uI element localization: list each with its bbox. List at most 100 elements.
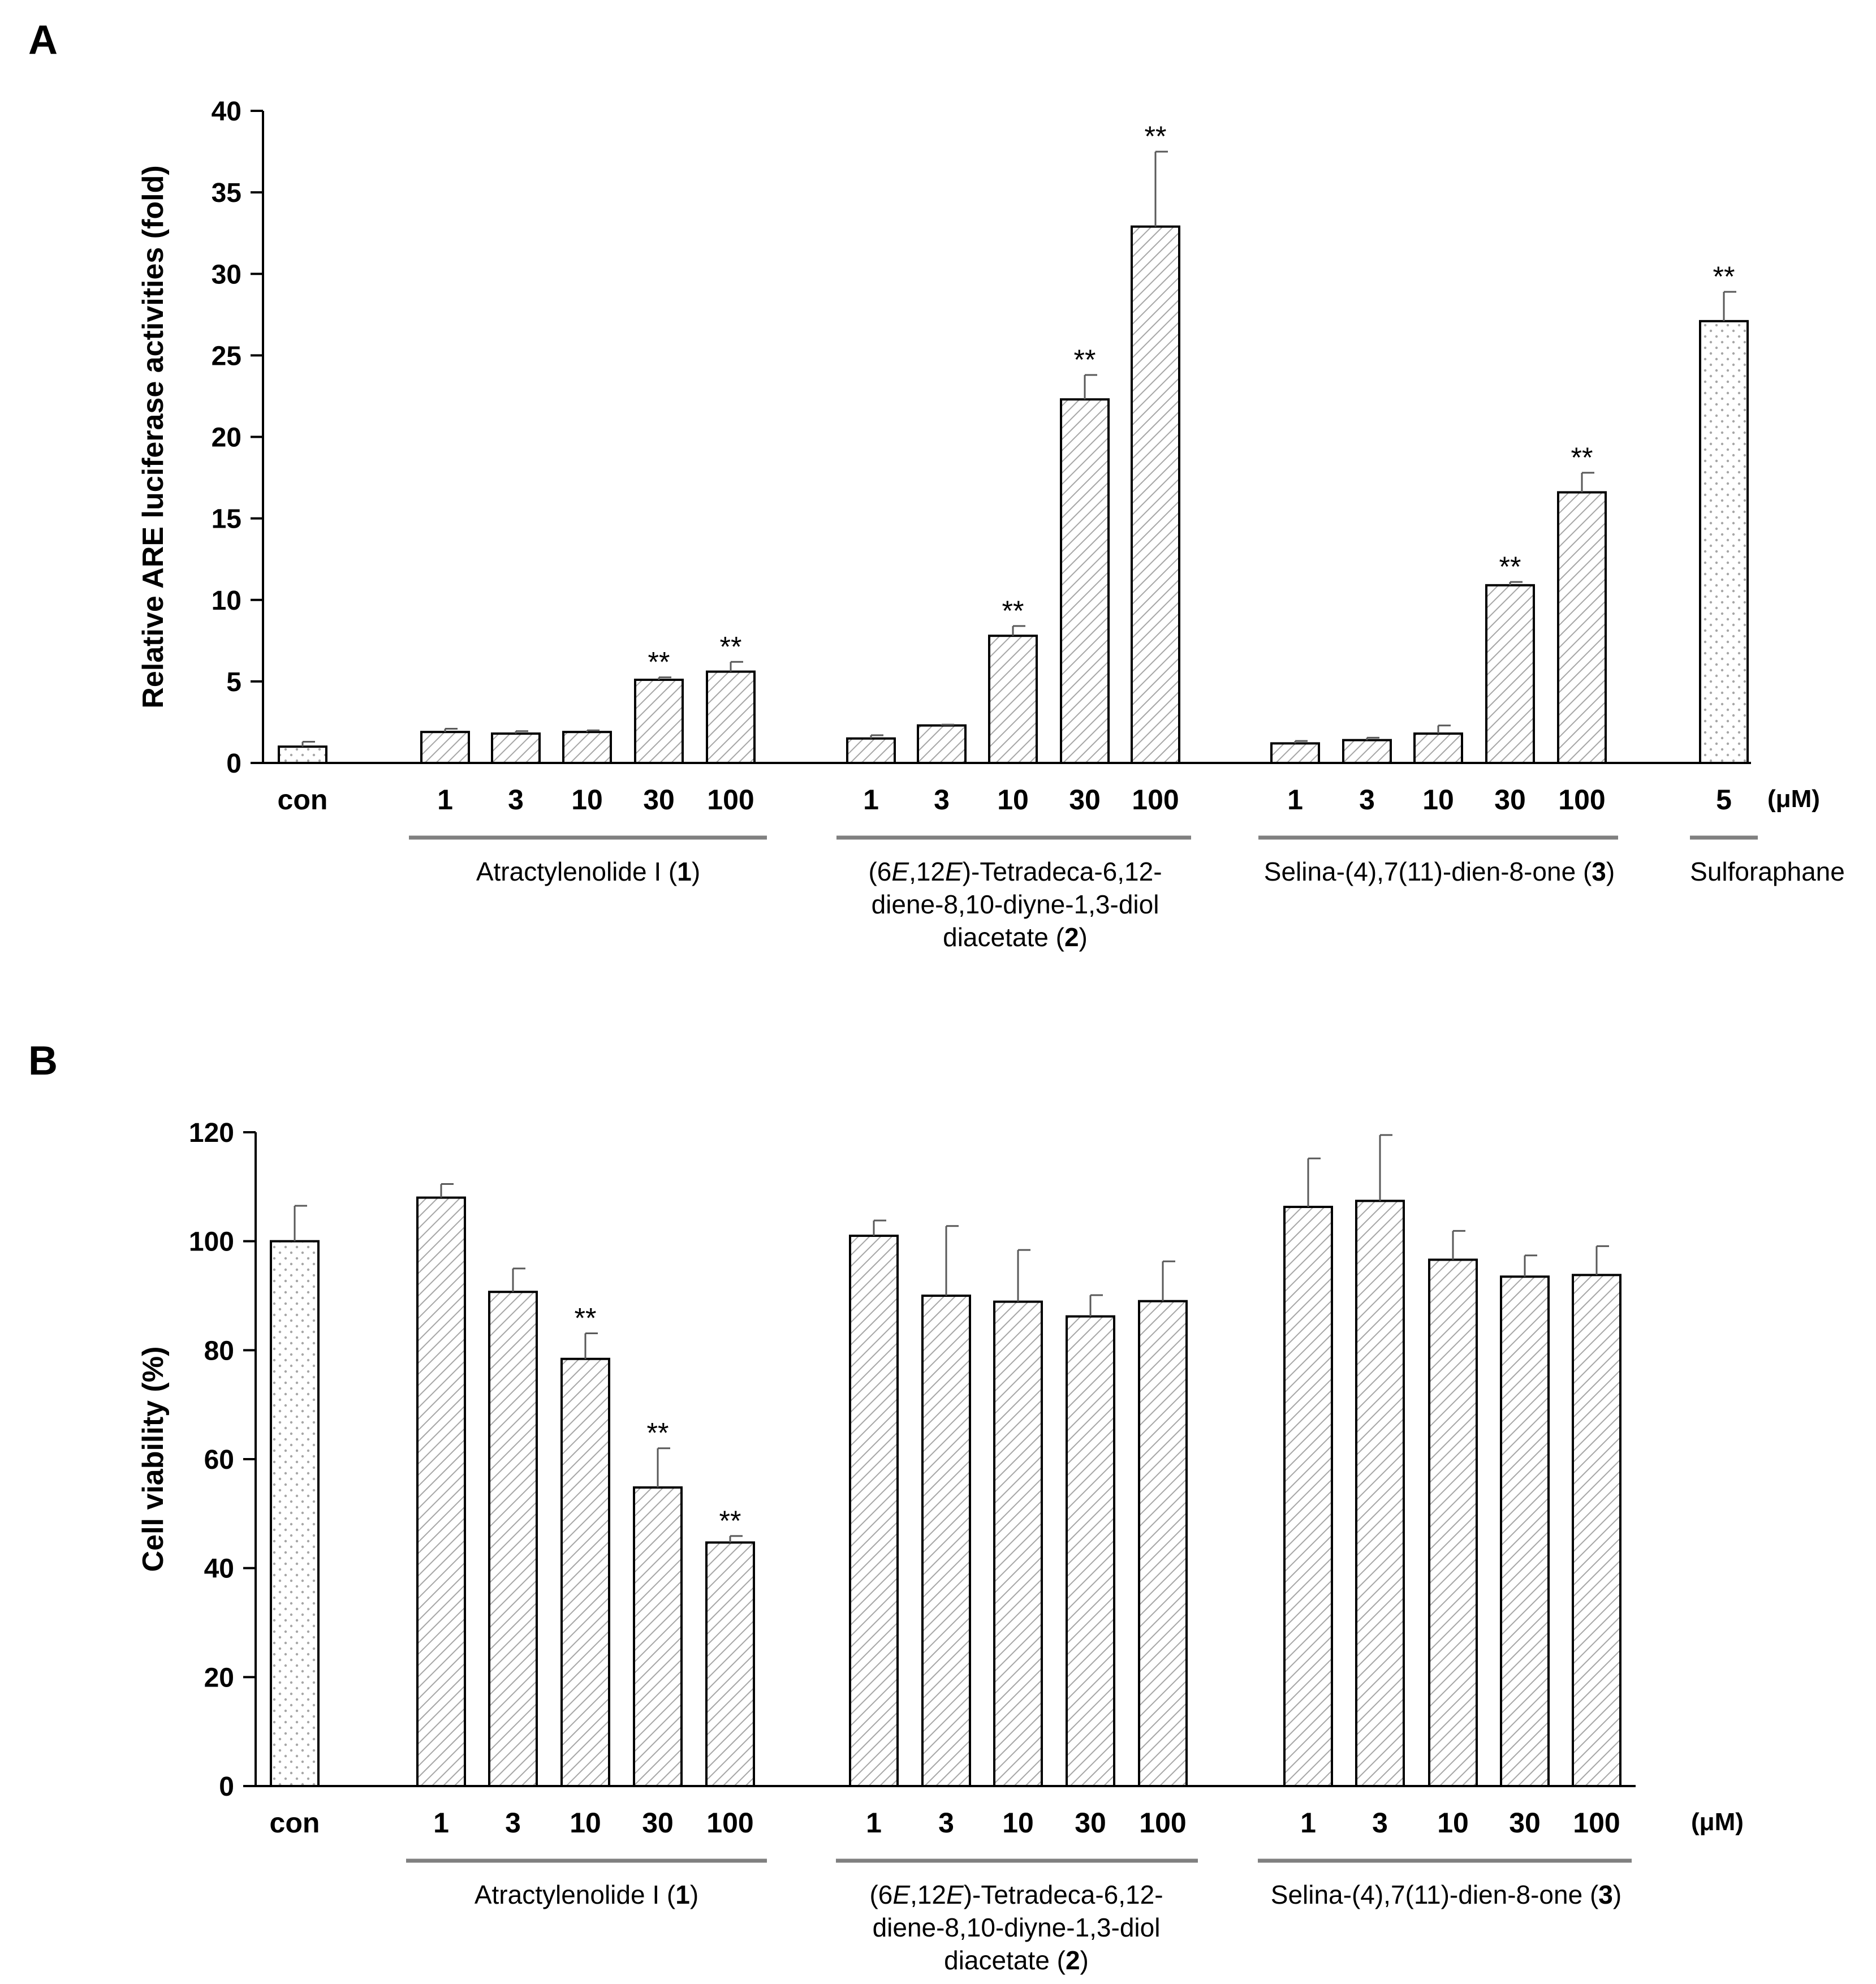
significance-marker: ** [719, 1505, 741, 1537]
x-tick-label: 1 [1300, 1807, 1316, 1839]
chart-panel-b: 0 20 40 60 80 100 120 Cell viability (%) con 1 3 **… [137, 1118, 1744, 1975]
x-tick-label: 1 [433, 1807, 449, 1839]
x-tick-label: 1 [437, 784, 453, 816]
y-tick-label: 25 [212, 341, 241, 371]
x-tick-label: 10 [1422, 784, 1454, 816]
bar [1060, 398, 1110, 764]
group-label: Selina-(4),7(11)-dien-8-one (3) [1271, 1880, 1621, 1909]
x-tick-label: 100 [1132, 784, 1179, 816]
bar [1355, 1200, 1405, 1787]
bar [488, 1291, 538, 1787]
x-tick-label: 10 [570, 1807, 601, 1839]
panel-label-a: A [28, 18, 58, 63]
x-tick-label: 5 [1716, 784, 1732, 816]
x-tick-label: 3 [934, 784, 950, 816]
y-tick-label: 80 [204, 1336, 234, 1366]
group-label: diacetate (2) [944, 1946, 1089, 1975]
panel-label-b: B [28, 1038, 58, 1084]
bar [633, 1486, 683, 1787]
significance-marker: ** [1002, 595, 1024, 627]
x-tick-label: 100 [706, 1807, 753, 1839]
group-label: diene-8,10-diyne-1,3-diol [872, 890, 1159, 919]
significance-marker: ** [1571, 442, 1593, 473]
group-label: diene-8,10-diyne-1,3-diol [873, 1913, 1161, 1942]
x-tick-label: con [270, 1807, 320, 1839]
bar [1342, 739, 1392, 765]
y-axis-title: Cell viability (%) [137, 1347, 170, 1572]
significance-marker: ** [1713, 261, 1735, 292]
x-tick-label: 3 [938, 1807, 954, 1839]
x-tick-label: 1 [1287, 784, 1303, 816]
bar [1572, 1274, 1621, 1787]
bar [1131, 225, 1180, 765]
x-tick-label: 100 [707, 784, 754, 816]
y-tick-label: 10 [212, 586, 241, 616]
bar [705, 1541, 755, 1787]
y-tick-label: 5 [226, 667, 241, 697]
group-label: Sulforaphane [1690, 857, 1845, 886]
bar [1428, 1258, 1478, 1787]
y-tick-label: 35 [212, 178, 241, 208]
y-tick-label: 100 [189, 1227, 234, 1257]
x-tick-label: 10 [997, 784, 1029, 816]
bar [921, 1295, 971, 1787]
x-tick-label: 100 [1558, 784, 1605, 816]
x-tick-label: 10 [1002, 1807, 1034, 1839]
x-tick-label: 30 [1509, 1807, 1541, 1839]
significance-marker: ** [575, 1302, 597, 1334]
bar [1270, 742, 1320, 765]
bar [1699, 320, 1749, 764]
bar [416, 1196, 466, 1788]
bar [1500, 1275, 1550, 1788]
unit-label: (μM) [1767, 785, 1820, 813]
bar [993, 1300, 1043, 1787]
bar [1485, 584, 1535, 764]
y-tick-label: 60 [204, 1445, 234, 1475]
bar [988, 635, 1038, 765]
x-tick-label: 10 [571, 784, 603, 816]
y-tick-label: 120 [189, 1118, 234, 1148]
bar [560, 1357, 610, 1787]
x-tick-label: 10 [1437, 1807, 1469, 1839]
bar [706, 670, 756, 764]
y-tick-label: 15 [212, 504, 241, 534]
bar [846, 737, 896, 764]
bar [1557, 491, 1607, 764]
bar [491, 732, 541, 764]
x-tick-label: 3 [508, 784, 524, 816]
bar [420, 731, 470, 765]
significance-marker: ** [1145, 120, 1167, 152]
x-tick-label: 1 [863, 784, 879, 816]
x-tick-label: 100 [1573, 1807, 1620, 1839]
significance-marker: ** [720, 631, 742, 662]
bar [849, 1235, 899, 1788]
group-label: (6E,12E)-Tetradeca-6,12- [869, 1880, 1163, 1909]
bar [1283, 1205, 1333, 1787]
significance-marker: ** [1074, 344, 1096, 376]
x-tick-label: 3 [1372, 1807, 1388, 1839]
y-tick-label: 30 [212, 260, 241, 290]
x-tick-label: 100 [1139, 1807, 1186, 1839]
unit-label: (μM) [1691, 1808, 1744, 1836]
x-tick-label: 3 [1359, 784, 1375, 816]
bar [1413, 732, 1463, 764]
x-tick-label: 30 [1069, 784, 1101, 816]
significance-marker: ** [1499, 551, 1521, 583]
y-tick-label: 20 [204, 1663, 234, 1693]
x-tick-label: 1 [866, 1807, 882, 1839]
y-axis-title: Relative ARE luciferase activities (fold… [137, 165, 170, 708]
x-tick-label: 30 [642, 1807, 674, 1839]
group-label: (6E,12E)-Tetradeca-6,12- [868, 857, 1162, 886]
bar [634, 678, 684, 765]
y-tick-label: 40 [212, 97, 241, 127]
x-tick-label: con [278, 784, 328, 816]
x-tick-label: 30 [1075, 1807, 1106, 1839]
y-tick-label: 0 [226, 749, 241, 779]
bar [278, 745, 327, 765]
group-label: diacetate (2) [943, 922, 1088, 952]
y-tick-label: 0 [219, 1772, 234, 1802]
x-tick-label: 30 [643, 784, 675, 816]
x-tick-label: 3 [505, 1807, 521, 1839]
